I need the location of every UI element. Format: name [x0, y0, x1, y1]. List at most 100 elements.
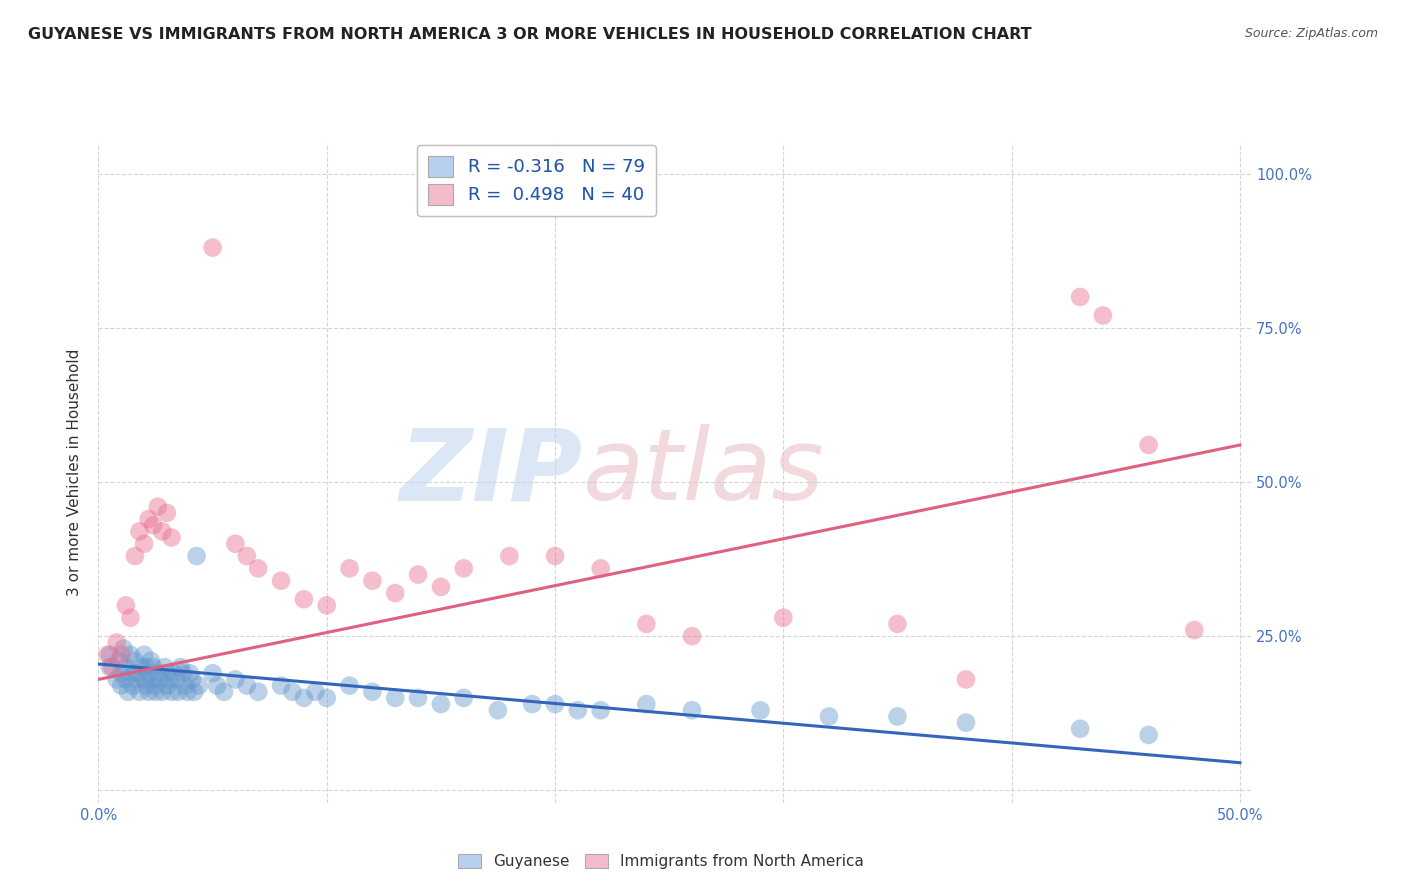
Point	[201, 241, 224, 255]
Point	[270, 679, 292, 693]
Point	[165, 673, 187, 687]
Point	[132, 673, 155, 687]
Point	[120, 648, 142, 662]
Point	[818, 709, 841, 723]
Point	[176, 685, 198, 699]
Point	[172, 666, 194, 681]
Point	[292, 690, 315, 705]
Point	[1069, 722, 1091, 736]
Point	[169, 660, 191, 674]
Point	[224, 673, 246, 687]
Text: GUYANESE VS IMMIGRANTS FROM NORTH AMERICA 3 OR MORE VEHICLES IN HOUSEHOLD CORREL: GUYANESE VS IMMIGRANTS FROM NORTH AMERIC…	[28, 27, 1032, 42]
Text: Source: ZipAtlas.com: Source: ZipAtlas.com	[1244, 27, 1378, 40]
Legend: R = -0.316   N = 79, R =  0.498   N = 40: R = -0.316 N = 79, R = 0.498 N = 40	[418, 145, 655, 216]
Point	[139, 654, 162, 668]
Point	[160, 685, 183, 699]
Point	[124, 666, 146, 681]
Point	[453, 561, 475, 575]
Point	[105, 635, 128, 649]
Point	[110, 648, 132, 662]
Point	[292, 592, 315, 607]
Y-axis label: 3 or more Vehicles in Household: 3 or more Vehicles in Household	[67, 349, 83, 597]
Point	[772, 611, 794, 625]
Point	[589, 561, 612, 575]
Point	[361, 574, 384, 588]
Point	[384, 586, 406, 600]
Point	[1182, 623, 1205, 637]
Point	[156, 679, 179, 693]
Point	[186, 549, 208, 563]
Point	[131, 660, 153, 674]
Point	[886, 709, 908, 723]
Point	[139, 673, 162, 687]
Point	[281, 685, 304, 699]
Point	[1137, 438, 1160, 452]
Point	[110, 679, 132, 693]
Point	[247, 561, 270, 575]
Point	[183, 685, 205, 699]
Point	[955, 673, 977, 687]
Text: atlas: atlas	[582, 425, 824, 521]
Text: ZIP: ZIP	[399, 425, 582, 521]
Point	[112, 641, 135, 656]
Point	[749, 703, 772, 717]
Legend: Guyanese, Immigrants from North America: Guyanese, Immigrants from North America	[451, 848, 870, 875]
Point	[145, 685, 167, 699]
Point	[167, 685, 190, 699]
Point	[384, 690, 406, 705]
Point	[138, 666, 160, 681]
Point	[150, 524, 173, 539]
Point	[142, 660, 165, 674]
Point	[589, 703, 612, 717]
Point	[567, 703, 589, 717]
Point	[201, 666, 224, 681]
Point	[105, 673, 128, 687]
Point	[114, 673, 136, 687]
Point	[236, 549, 259, 563]
Point	[150, 685, 173, 699]
Point	[636, 616, 658, 631]
Point	[156, 506, 179, 520]
Point	[1069, 290, 1091, 304]
Point	[247, 685, 270, 699]
Point	[187, 679, 209, 693]
Point	[453, 690, 475, 705]
Point	[146, 500, 169, 514]
Point	[101, 660, 124, 674]
Point	[128, 685, 150, 699]
Point	[110, 666, 132, 681]
Point	[142, 518, 165, 533]
Point	[121, 666, 143, 681]
Point	[160, 531, 183, 545]
Point	[156, 666, 179, 681]
Point	[1137, 728, 1160, 742]
Point	[181, 673, 204, 687]
Point	[124, 654, 146, 668]
Point	[636, 697, 658, 711]
Point	[146, 666, 169, 681]
Point	[153, 660, 176, 674]
Point	[522, 697, 544, 711]
Point	[955, 715, 977, 730]
Point	[135, 660, 157, 674]
Point	[224, 537, 246, 551]
Point	[681, 703, 703, 717]
Point	[128, 524, 150, 539]
Point	[117, 685, 139, 699]
Point	[179, 666, 201, 681]
Point	[361, 685, 384, 699]
Point	[544, 549, 567, 563]
Point	[96, 648, 118, 662]
Point	[98, 660, 121, 674]
Point	[138, 512, 160, 526]
Point	[127, 673, 149, 687]
Point	[132, 537, 155, 551]
Point	[157, 673, 180, 687]
Point	[681, 629, 703, 643]
Point	[270, 574, 292, 588]
Point	[121, 679, 143, 693]
Point	[406, 690, 429, 705]
Point	[339, 561, 361, 575]
Point	[315, 599, 337, 613]
Point	[114, 660, 136, 674]
